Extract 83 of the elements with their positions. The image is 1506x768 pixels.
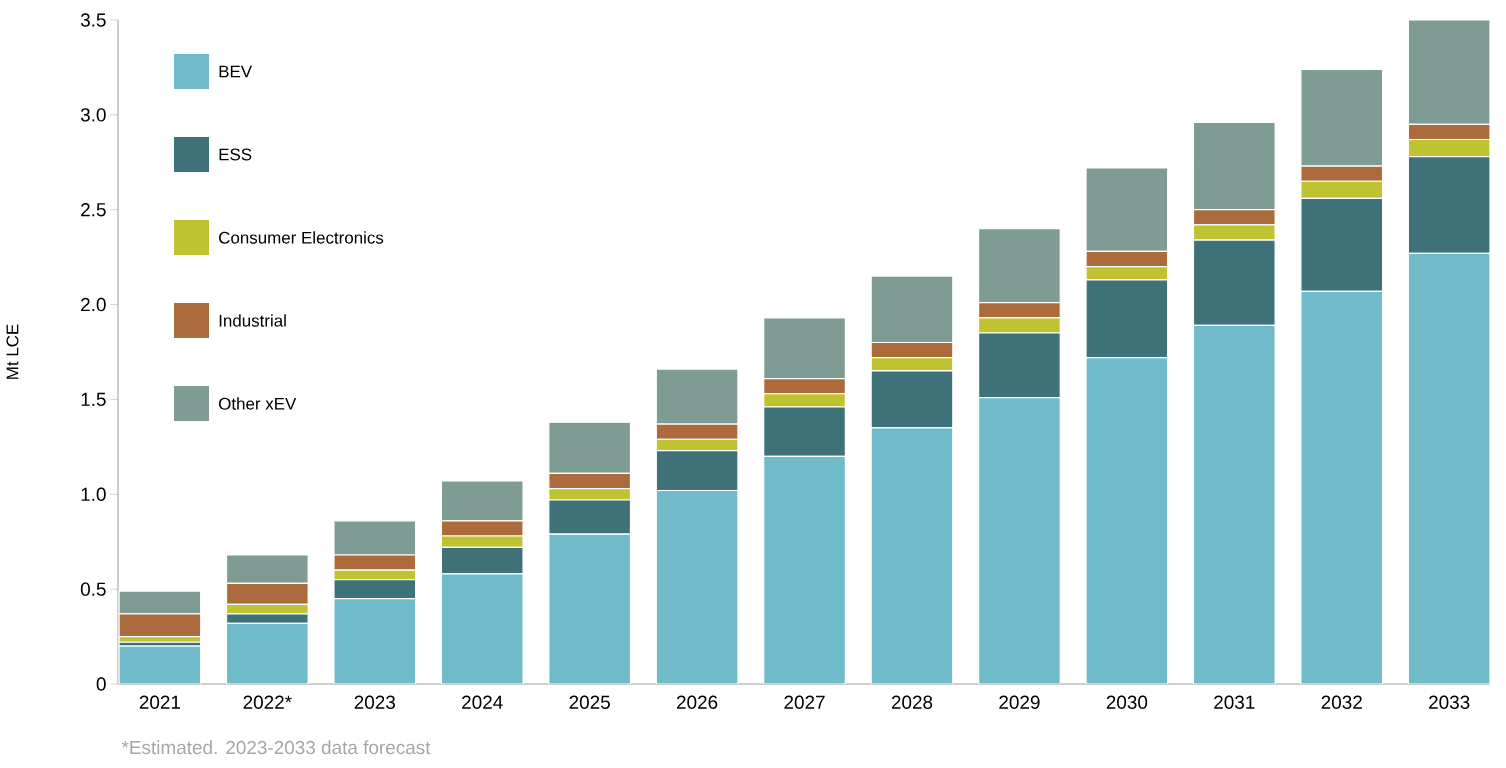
bar xyxy=(225,554,309,585)
y-tick-label: 1.0 xyxy=(81,487,106,501)
bar xyxy=(655,368,739,425)
bar xyxy=(440,480,524,522)
bar xyxy=(1085,357,1169,684)
bar xyxy=(1407,155,1491,254)
legend-label: Other xEV xyxy=(219,397,297,410)
bar xyxy=(118,645,202,684)
bar xyxy=(333,520,417,556)
legend-label: ESS xyxy=(219,148,252,161)
bar xyxy=(1085,279,1169,359)
y-tick-label: 2.5 xyxy=(81,203,106,217)
bar xyxy=(1300,165,1384,182)
bar xyxy=(440,573,524,684)
y-tick-label: 0.5 xyxy=(80,582,106,596)
bar xyxy=(548,533,632,684)
bar xyxy=(977,228,1061,304)
bar xyxy=(870,427,954,684)
y-axis-title: Mt LCE xyxy=(6,324,19,379)
legend-label: Industrial xyxy=(219,314,286,327)
bar xyxy=(655,423,739,440)
bar xyxy=(1407,19,1491,125)
bar xyxy=(1407,138,1491,158)
bar xyxy=(870,370,954,429)
bar xyxy=(655,450,739,492)
bar xyxy=(1407,123,1491,141)
bar xyxy=(548,499,632,535)
bar xyxy=(1192,121,1276,211)
bar xyxy=(870,275,954,344)
x-tick-label: 2024 xyxy=(462,695,503,709)
y-tick-label: 2.0 xyxy=(81,297,106,312)
y-tick-label: 3.5 xyxy=(80,13,106,27)
x-tick-label: 2029 xyxy=(999,695,1040,709)
bar xyxy=(225,622,309,684)
bar xyxy=(763,377,846,395)
bar xyxy=(225,582,309,605)
x-tick-label: 2023 xyxy=(354,695,395,709)
bar xyxy=(333,554,417,571)
bar xyxy=(1192,239,1276,327)
y-tick-label: 0 xyxy=(96,677,106,691)
bar xyxy=(977,302,1061,319)
bar xyxy=(548,472,632,490)
bar xyxy=(977,317,1061,334)
bar xyxy=(225,613,309,624)
bar xyxy=(440,546,524,575)
bar xyxy=(1192,209,1276,226)
x-tick-label: 2031 xyxy=(1214,695,1255,709)
bar xyxy=(1300,180,1384,199)
bar xyxy=(1300,290,1384,684)
x-tick-label: 2033 xyxy=(1429,695,1470,709)
bar xyxy=(333,598,417,684)
bar xyxy=(548,421,632,475)
bar xyxy=(763,317,846,380)
y-tick-label: 3.0 xyxy=(80,108,106,122)
bar xyxy=(1192,324,1276,684)
x-tick-label: 2030 xyxy=(1106,695,1148,709)
legend-label: Consumer Electronics xyxy=(219,231,384,244)
bar xyxy=(1300,197,1384,292)
bar xyxy=(870,341,954,359)
bar xyxy=(977,332,1061,399)
bar xyxy=(118,613,202,638)
x-tick-label: 2032 xyxy=(1321,695,1362,709)
bar xyxy=(1085,250,1169,268)
y-tick-label: 1.5 xyxy=(81,392,106,407)
bar xyxy=(440,520,524,537)
x-tick-label: 2022* xyxy=(243,695,292,709)
x-tick-label: 2027 xyxy=(784,695,825,709)
bar xyxy=(763,406,846,457)
x-tick-label: 2028 xyxy=(891,695,933,709)
bar xyxy=(1300,68,1384,167)
bar xyxy=(977,396,1061,684)
bar xyxy=(118,590,202,615)
bar xyxy=(1085,167,1169,253)
x-tick-label: 2026 xyxy=(677,695,718,709)
x-tick-label: 2021 xyxy=(139,695,181,709)
x-tick-label: 2025 xyxy=(569,695,610,709)
text: *Estimated. 2023-2033 data forecast xyxy=(121,740,431,755)
bar xyxy=(763,393,846,408)
bar xyxy=(655,489,739,684)
bar xyxy=(1407,252,1491,684)
bar xyxy=(763,455,846,684)
bar xyxy=(333,579,417,600)
legend-label: BEV xyxy=(219,65,253,78)
